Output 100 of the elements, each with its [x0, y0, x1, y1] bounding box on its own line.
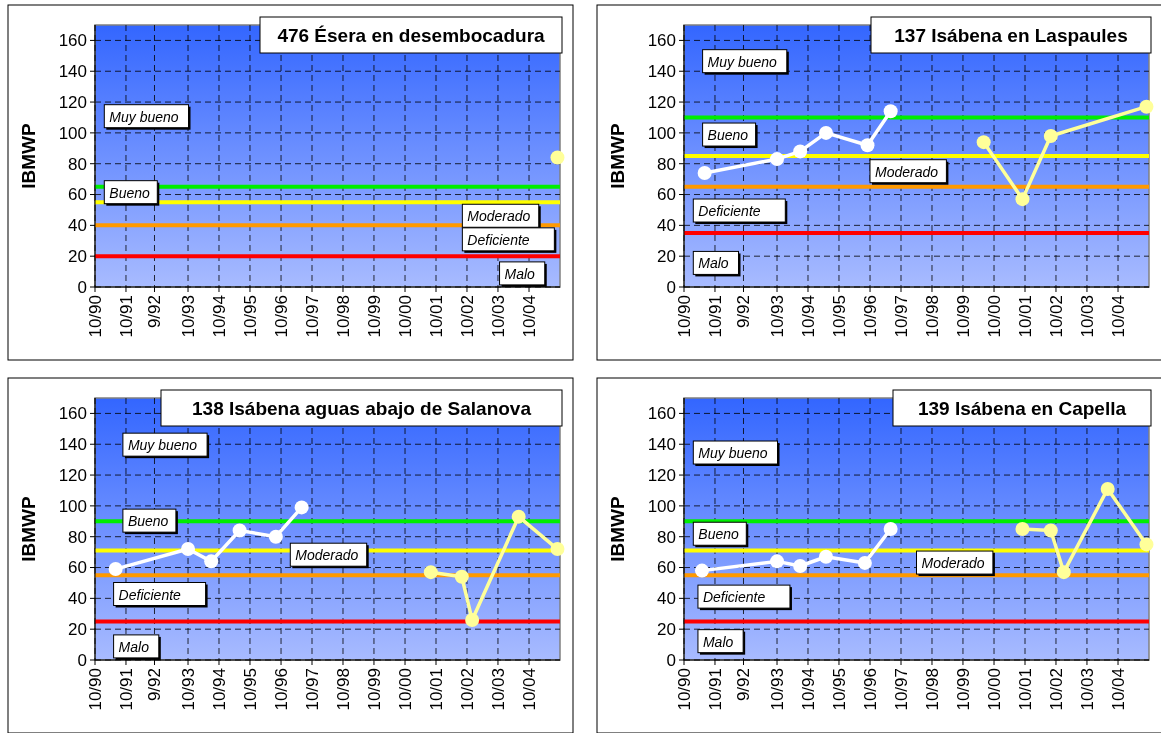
y-tick-label: 60: [657, 185, 676, 205]
x-tick-label: 10/98: [922, 668, 942, 711]
x-tick-label: 10/95: [240, 668, 260, 711]
x-tick-label: 10/04: [1108, 668, 1128, 711]
point: [181, 542, 196, 557]
y-tick-label: 120: [647, 93, 676, 113]
point: [818, 549, 833, 564]
x-tick-label: 10/91: [705, 668, 725, 711]
y-tick-label: 0: [666, 277, 676, 297]
x-tick-label: 10/94: [209, 668, 229, 711]
x-tick-label: 10/99: [953, 668, 973, 711]
annotation: Malo: [118, 638, 150, 655]
y-tick-label: 160: [647, 404, 676, 424]
x-tick-label: 9/92: [734, 668, 754, 702]
x-tick-label: 10/03: [1077, 295, 1097, 338]
x-tick-label: 10/01: [426, 668, 446, 711]
point: [857, 555, 872, 570]
y-tick-label: 100: [647, 496, 676, 516]
point: [268, 529, 283, 544]
point: [770, 152, 785, 167]
annotation: Bueno: [109, 184, 150, 201]
chart-title: 139 Isábena en Capella: [917, 397, 1127, 419]
annotation: Moderado: [921, 555, 985, 572]
point: [423, 565, 438, 580]
x-tick-label: 9/92: [734, 295, 754, 329]
x-tick-label: 10/93: [767, 295, 787, 338]
x-tick-label: 10/95: [240, 295, 260, 338]
y-tick-label: 100: [58, 123, 87, 143]
x-tick-label: 10/93: [178, 295, 198, 338]
x-tick-label: 9/92: [145, 668, 165, 702]
x-tick-label: 10/97: [891, 668, 911, 711]
annotation: Malo: [698, 255, 729, 272]
y-tick-label: 20: [68, 620, 87, 640]
x-tick-label: 10/98: [333, 668, 353, 711]
annotation: Muy bueno: [127, 437, 198, 454]
x-tick-label: 10/01: [1015, 668, 1035, 711]
annotation: Muy bueno: [109, 108, 179, 125]
annotation: Moderado: [875, 163, 939, 180]
point: [883, 104, 898, 119]
x-tick-label: 10/01: [1015, 295, 1035, 338]
point: [1015, 192, 1030, 207]
x-tick-label: 10/02: [1046, 295, 1066, 338]
x-tick-label: 10/98: [333, 295, 353, 338]
y-tick-label: 20: [657, 247, 676, 267]
x-tick-label: 10/94: [209, 295, 229, 338]
point: [550, 542, 565, 557]
annotation: Bueno: [127, 513, 169, 530]
point: [204, 554, 219, 569]
chart-title: 138 Isábena aguas abajo de Salanova: [192, 397, 532, 419]
x-tick-label: 10/99: [953, 295, 973, 338]
x-tick-label: 10/00: [984, 295, 1004, 338]
x-tick-label: 10/01: [426, 295, 446, 338]
y-tick-label: 80: [657, 527, 676, 547]
point: [793, 558, 808, 573]
x-tick-label: 10/91: [116, 295, 136, 338]
annotation: Deficiente: [118, 586, 182, 603]
y-tick-label: 0: [77, 277, 87, 297]
point: [697, 165, 712, 180]
y-axis-title: IBMWP: [18, 495, 39, 562]
chart-title: 476 Ésera en desembocadura: [277, 24, 546, 46]
point: [860, 138, 875, 153]
x-tick-label: 10/02: [457, 668, 477, 711]
annotation: Bueno: [698, 526, 739, 543]
y-tick-label: 160: [647, 31, 676, 51]
y-axis-title: IBMWP: [607, 122, 628, 189]
y-tick-label: 100: [58, 496, 87, 516]
y-tick-label: 40: [657, 216, 676, 236]
annotation: Moderado: [467, 208, 531, 225]
point: [294, 500, 309, 515]
y-axis-title: IBMWP: [607, 495, 628, 562]
x-tick-label: 10/96: [271, 668, 291, 711]
y-tick-label: 80: [68, 527, 87, 547]
x-tick-label: 10/93: [767, 668, 787, 711]
point: [976, 135, 991, 150]
point: [793, 144, 808, 159]
x-tick-label: 10/99: [364, 668, 384, 711]
y-tick-label: 140: [647, 62, 676, 82]
y-tick-label: 80: [68, 154, 87, 174]
annotation: Malo: [702, 633, 734, 650]
x-tick-label: 10/97: [302, 295, 322, 338]
point: [232, 523, 247, 538]
x-tick-label: 10/03: [488, 295, 508, 338]
x-tick-label: 10/94: [798, 668, 818, 711]
y-tick-label: 60: [657, 558, 676, 578]
x-tick-label: 10/95: [829, 668, 849, 711]
annotation: Deficiente: [467, 231, 530, 248]
x-tick-label: 10/04: [519, 668, 539, 711]
x-tick-label: 10/93: [178, 668, 198, 711]
point: [465, 612, 480, 627]
point: [1043, 128, 1058, 143]
point: [1100, 481, 1115, 496]
y-tick-label: 120: [58, 93, 87, 113]
annotation: Bueno: [707, 127, 749, 144]
y-tick-label: 80: [657, 154, 676, 174]
y-tick-label: 160: [58, 31, 87, 51]
x-tick-label: 10/94: [798, 295, 818, 338]
y-tick-label: 40: [657, 589, 676, 609]
x-tick-label: 10/97: [891, 295, 911, 338]
x-tick-label: 10/91: [705, 295, 725, 338]
x-tick-label: 10/03: [488, 668, 508, 711]
